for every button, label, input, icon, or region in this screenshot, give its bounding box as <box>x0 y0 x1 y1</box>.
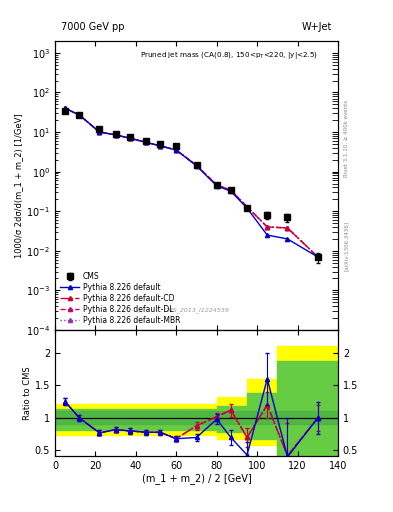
Text: CMS_2013_I1224539: CMS_2013_I1224539 <box>163 307 230 313</box>
Pythia 8.226 default-DL <box>285 225 290 231</box>
Text: W+Jet: W+Jet <box>302 23 332 32</box>
Pythia 8.226 default-DL <box>174 147 179 153</box>
Line: Pythia 8.226 default-DL: Pythia 8.226 default-DL <box>63 106 320 259</box>
Pythia 8.226 default-CD <box>316 254 320 260</box>
Line: Pythia 8.226 default-MBR: Pythia 8.226 default-MBR <box>63 106 320 259</box>
Pythia 8.226 default-DL <box>265 224 270 230</box>
X-axis label: (m_1 + m_2) / 2 [GeV]: (m_1 + m_2) / 2 [GeV] <box>141 473 252 484</box>
Pythia 8.226 default <box>214 183 219 189</box>
Pythia 8.226 default-CD <box>77 112 82 118</box>
Pythia 8.226 default-DL <box>127 135 132 141</box>
Pythia 8.226 default-CD <box>214 182 219 188</box>
Pythia 8.226 default-CD <box>285 225 290 231</box>
Pythia 8.226 default-MBR <box>285 225 290 231</box>
Pythia 8.226 default-DL <box>63 105 68 111</box>
Pythia 8.226 default-CD <box>127 135 132 141</box>
Text: Rivet 3.1.10, ≥ 400k events: Rivet 3.1.10, ≥ 400k events <box>344 100 349 177</box>
Pythia 8.226 default-MBR <box>174 147 179 153</box>
Pythia 8.226 default <box>245 205 250 211</box>
Pythia 8.226 default-CD <box>158 143 162 149</box>
Pythia 8.226 default-MBR <box>63 105 68 111</box>
Pythia 8.226 default-MBR <box>265 224 270 230</box>
Pythia 8.226 default-MBR <box>158 143 162 149</box>
Pythia 8.226 default <box>127 135 132 141</box>
Pythia 8.226 default-MBR <box>143 139 148 145</box>
Pythia 8.226 default <box>63 105 68 111</box>
Pythia 8.226 default-MBR <box>228 187 233 193</box>
Y-axis label: 1000/σ 2dσ/d(m_1 + m_2) [1/GeV]: 1000/σ 2dσ/d(m_1 + m_2) [1/GeV] <box>14 113 23 258</box>
Pythia 8.226 default-DL <box>316 254 320 260</box>
Pythia 8.226 default-DL <box>158 143 162 149</box>
Pythia 8.226 default <box>316 254 320 260</box>
Text: 7000 GeV pp: 7000 GeV pp <box>61 23 124 32</box>
Pythia 8.226 default-DL <box>228 187 233 193</box>
Pythia 8.226 default <box>143 139 148 145</box>
Pythia 8.226 default-CD <box>63 105 68 111</box>
Pythia 8.226 default-DL <box>214 182 219 188</box>
Pythia 8.226 default <box>158 143 162 149</box>
Pythia 8.226 default <box>97 129 102 135</box>
Pythia 8.226 default <box>77 112 82 118</box>
Pythia 8.226 default <box>265 232 270 238</box>
Pythia 8.226 default-CD <box>245 204 250 210</box>
Pythia 8.226 default <box>228 188 233 195</box>
Pythia 8.226 default <box>113 132 118 138</box>
Pythia 8.226 default <box>194 163 199 169</box>
Line: Pythia 8.226 default: Pythia 8.226 default <box>63 106 320 259</box>
Pythia 8.226 default-CD <box>228 187 233 193</box>
Pythia 8.226 default <box>174 147 179 153</box>
Pythia 8.226 default-DL <box>245 204 250 210</box>
Pythia 8.226 default-DL <box>143 139 148 145</box>
Pythia 8.226 default-CD <box>97 129 102 135</box>
Pythia 8.226 default-CD <box>174 147 179 153</box>
Text: [arXiv:1306.3436]: [arXiv:1306.3436] <box>344 221 349 271</box>
Line: Pythia 8.226 default-CD: Pythia 8.226 default-CD <box>63 106 320 259</box>
Pythia 8.226 default <box>285 236 290 242</box>
Legend: CMS, Pythia 8.226 default, Pythia 8.226 default-CD, Pythia 8.226 default-DL, Pyt: CMS, Pythia 8.226 default, Pythia 8.226 … <box>59 270 182 326</box>
Pythia 8.226 default-MBR <box>245 204 250 210</box>
Pythia 8.226 default-MBR <box>194 162 199 168</box>
Y-axis label: Ratio to CMS: Ratio to CMS <box>23 366 32 420</box>
Pythia 8.226 default-MBR <box>316 254 320 260</box>
Pythia 8.226 default-MBR <box>214 182 219 188</box>
Pythia 8.226 default-MBR <box>97 129 102 135</box>
Pythia 8.226 default-MBR <box>77 112 82 118</box>
Pythia 8.226 default-DL <box>194 162 199 168</box>
Pythia 8.226 default-DL <box>97 129 102 135</box>
Pythia 8.226 default-CD <box>143 139 148 145</box>
Pythia 8.226 default-MBR <box>113 132 118 138</box>
Pythia 8.226 default-DL <box>113 132 118 138</box>
Pythia 8.226 default-CD <box>194 162 199 168</box>
Pythia 8.226 default-MBR <box>127 135 132 141</box>
Pythia 8.226 default-CD <box>113 132 118 138</box>
Text: Pruned jet mass (CA(0.8), 150<p$_T$<220, |y|<2.5): Pruned jet mass (CA(0.8), 150<p$_T$<220,… <box>140 50 318 60</box>
Pythia 8.226 default-CD <box>265 224 270 230</box>
Pythia 8.226 default-DL <box>77 112 82 118</box>
